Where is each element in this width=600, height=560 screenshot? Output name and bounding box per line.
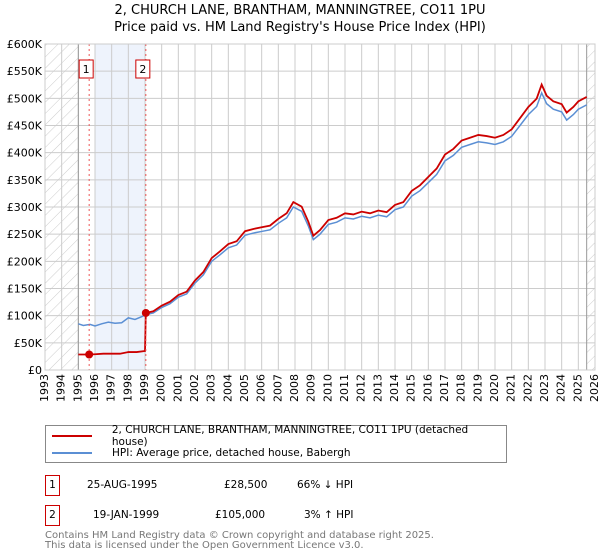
transaction-hpi: 3% ↑ HPI <box>304 509 354 521</box>
y-tick-label: £50K <box>14 337 43 350</box>
legend: 2, CHURCH LANE, BRANTHAM, MANNINGTREE, C… <box>45 424 507 463</box>
x-tick-label: 2019 <box>471 374 484 402</box>
price-chart: 1993 1994 1995 1996 1997 1998 1999 2000 2001 2002… <box>7 38 600 402</box>
transaction-row: 2 19-JAN-1999 £105,000 3% ↑ HPI <box>45 505 445 526</box>
x-tick-label: 2009 <box>305 374 318 402</box>
x-tick-label: 1998 <box>121 374 134 402</box>
x-tick-label: 1994 <box>55 374 68 402</box>
x-tick-label: 2024 <box>555 374 568 402</box>
x-tick-label: 2026 <box>588 374 600 402</box>
transaction-date: 19-JAN-1999 <box>93 509 160 521</box>
x-tick-label: 2003 <box>205 374 218 402</box>
sale-point <box>85 350 94 359</box>
sale-badge-label: 1 <box>83 63 90 76</box>
x-tick-label: 2012 <box>355 374 368 402</box>
transaction-price: £28,500 <box>224 479 268 491</box>
y-tick-label: £550K <box>7 65 43 78</box>
x-tick-label: 2008 <box>288 374 301 402</box>
y-tick-label: £300K <box>7 201 43 214</box>
x-tick-label: 2005 <box>238 374 251 402</box>
x-tick-label: 2021 <box>505 374 518 402</box>
sale-point <box>141 308 150 317</box>
hpi-line <box>78 90 588 327</box>
legend-label: 2, CHURCH LANE, BRANTHAM, MANNINGTREE, C… <box>111 424 469 448</box>
y-tick-label: £150K <box>7 283 43 296</box>
y-tick-label: £400K <box>7 147 43 160</box>
transaction-hpi: 66% ↓ HPI <box>297 479 354 491</box>
transaction-badge: 1 <box>45 475 60 496</box>
footer-copyright: Contains HM Land Registry data © Crown c… <box>45 530 434 541</box>
legend-label: HPI: Average price, detached house, Babe… <box>112 447 351 459</box>
y-tick-label: £500K <box>7 92 43 105</box>
x-tick-label: 1993 <box>38 374 51 402</box>
x-tick-label: 2020 <box>488 374 501 402</box>
footer-licence: This data is licensed under the Open Gov… <box>45 540 364 551</box>
x-tick-label: 2004 <box>221 374 234 402</box>
transaction-price: £105,000 <box>215 509 266 521</box>
sale-badge <box>135 59 151 79</box>
x-tick-label: 2002 <box>188 374 201 402</box>
y-tick-label: £200K <box>7 255 43 268</box>
x-tick-label: 2010 <box>321 374 334 402</box>
x-tick-label: 2023 <box>538 374 551 402</box>
x-tick-label: 1995 <box>71 374 84 402</box>
y-tick-label: £450K <box>7 120 43 133</box>
transaction-row: 1 25-AUG-1995 £28,500 66% ↓ HPI <box>45 475 445 496</box>
x-tick-label: 2016 <box>421 374 434 402</box>
x-tick-label: 1997 <box>105 374 118 402</box>
plot-frame <box>44 43 596 371</box>
x-tick-label: 2000 <box>155 374 168 402</box>
chart-title: 2, CHURCH LANE, BRANTHAM, MANNINGTREE, C… <box>114 3 486 18</box>
x-tick-label: 2001 <box>171 374 184 402</box>
x-tick-label: 2018 <box>455 374 468 402</box>
x-tick-label: 2022 <box>521 374 534 402</box>
x-tick-label: 2025 <box>571 374 584 402</box>
x-tick-label: 2015 <box>405 374 418 402</box>
legend-item-property: 2, CHURCH LANE, BRANTHAM, MANNINGTREE, C… <box>46 424 506 448</box>
x-tick-label: 2006 <box>255 374 268 402</box>
x-tick-label: 1996 <box>88 374 101 402</box>
x-tick-label: 2013 <box>371 374 384 402</box>
y-tick-label: £100K <box>7 310 43 323</box>
x-tick-label: 1999 <box>138 374 151 402</box>
sale-badge-label: 2 <box>139 63 146 76</box>
y-tick-label: £600K <box>7 38 43 51</box>
transaction-badge: 2 <box>45 505 60 526</box>
legend-item-hpi: HPI: Average price, detached house, Babe… <box>46 445 351 461</box>
x-tick-label: 2014 <box>388 374 401 402</box>
legend-swatch-red <box>52 435 92 437</box>
x-tick-label: 2017 <box>438 374 451 402</box>
sale-badge <box>78 59 94 79</box>
y-tick-label: £250K <box>7 228 43 241</box>
footer: Contains HM Land Registry data © Crown c… <box>45 531 434 551</box>
chart-subtitle: Price paid vs. HM Land Registry's House … <box>114 20 486 35</box>
legend-swatch-blue <box>52 452 92 454</box>
property-price-line <box>78 82 588 356</box>
y-tick-label: £0 <box>28 364 42 377</box>
transaction-date: 25-AUG-1995 <box>87 479 158 491</box>
y-tick-label: £350K <box>7 174 43 187</box>
x-tick-label: 2011 <box>338 374 351 402</box>
x-tick-label: 2007 <box>271 374 284 402</box>
